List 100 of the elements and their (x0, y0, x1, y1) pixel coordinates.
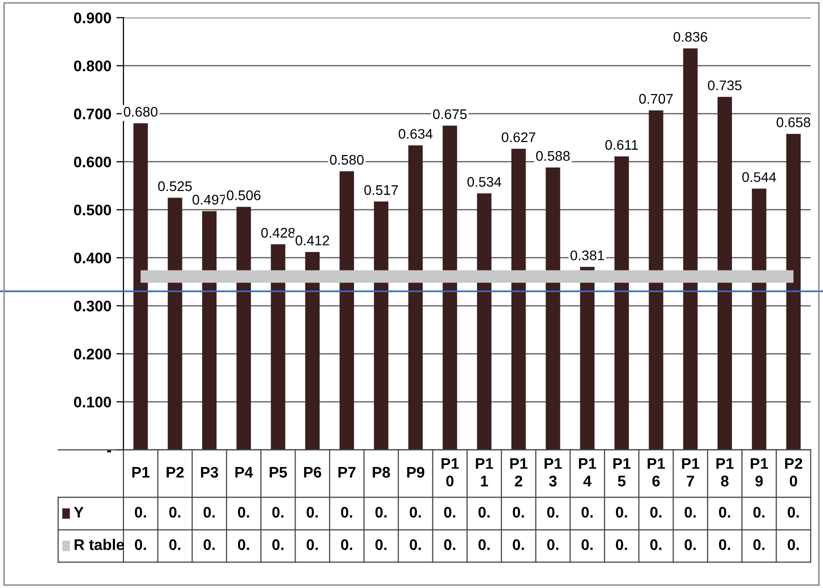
bar (442, 126, 458, 450)
data-label: 0.707 (639, 94, 673, 104)
x-tick-label: P4 (235, 467, 253, 478)
data-label: 0.588 (536, 151, 570, 161)
text: 0. (650, 539, 662, 550)
x-tick-label: P14 (578, 458, 596, 486)
text: 0. (650, 506, 662, 518)
bar (202, 211, 217, 450)
text: 0. (582, 539, 593, 550)
x-tick-label: P6 (304, 466, 322, 478)
bar (718, 96, 732, 450)
bar (477, 193, 492, 450)
text: 0. (547, 506, 558, 518)
text: 0. (410, 506, 421, 518)
text: 0. (306, 539, 318, 550)
x-tick-label: P1 (132, 467, 150, 478)
data-label: 0.412 (296, 236, 330, 246)
x-tick-label: P16 (648, 458, 665, 486)
data-label: 0.506 (226, 190, 260, 200)
data-label: 0.634 (398, 128, 432, 139)
data-label: 0.735 (708, 80, 742, 90)
text: 0. (272, 506, 284, 518)
text: 0. (444, 539, 456, 550)
data-label: 0.534 (467, 176, 502, 187)
data-label: 0.517 (364, 185, 398, 195)
bar (580, 266, 595, 450)
bar (511, 148, 526, 450)
data-label: 0.580 (330, 154, 364, 165)
y-tick-label: 0.100 (74, 396, 112, 408)
text: 0. (375, 539, 386, 550)
y-tick-label: 0.800 (74, 60, 112, 72)
text: 0. (272, 539, 284, 550)
text: 0. (341, 539, 352, 550)
x-tick-label: P7 (338, 467, 356, 478)
x-tick-label: P11 (476, 458, 494, 486)
bar (786, 134, 801, 450)
text: 0. (478, 506, 490, 518)
data-label: 0.525 (158, 181, 192, 192)
x-tick-label: P9 (407, 466, 424, 478)
data-label: 0.544 (742, 172, 776, 182)
text: 0. (238, 506, 250, 518)
bar (236, 206, 251, 450)
bar (270, 244, 286, 450)
y-tick-label: 0.400 (74, 252, 112, 264)
data-label: 0.658 (776, 117, 810, 128)
x-tick-label: P20 (785, 458, 802, 486)
text: 0. (788, 539, 799, 550)
y-tick-label: 0.900 (74, 12, 112, 24)
bar (305, 252, 320, 450)
text: 0. (134, 506, 146, 518)
data-label: 0.680 (124, 106, 158, 117)
text: 0. (410, 539, 421, 550)
text: 0. (169, 506, 180, 518)
legend-label: Y (74, 507, 84, 518)
text: 0. (582, 506, 593, 518)
text: 0. (547, 539, 558, 550)
data-label: 0.627 (502, 132, 536, 142)
text: 0. (375, 506, 386, 518)
data-label: 0.675 (433, 109, 467, 120)
x-tick-label: P13 (544, 458, 562, 486)
bar (546, 167, 560, 450)
data-label: 0.836 (674, 32, 708, 42)
bar (408, 145, 423, 450)
x-tick-label: P18 (716, 458, 734, 486)
y-tick-label: 0.600 (74, 156, 112, 168)
bar (168, 198, 182, 450)
bar (614, 156, 629, 450)
text: 0. (684, 506, 696, 518)
x-tick-label: P17 (682, 458, 700, 486)
text: 0. (306, 506, 318, 518)
text: 0. (169, 539, 180, 550)
text: 0. (753, 539, 764, 550)
text: 0. (512, 506, 524, 518)
text: 0. (134, 539, 146, 550)
text: 0. (753, 506, 764, 518)
text: 0. (341, 506, 352, 518)
bar (133, 123, 148, 450)
x-tick-label: P19 (750, 458, 768, 486)
bar (374, 202, 388, 450)
data-label: 0.381 (570, 250, 604, 260)
x-tick-label: P10 (442, 458, 459, 486)
text: 0. (238, 539, 250, 550)
y-tick-label: - (107, 450, 112, 452)
x-tick-label: P3 (201, 466, 218, 478)
x-tick-label: P8 (372, 466, 390, 478)
text: 0. (718, 506, 730, 518)
y-tick-label: 0.500 (74, 204, 112, 216)
x-tick-label: P5 (270, 467, 287, 478)
y-tick-label: 0.300 (74, 300, 112, 312)
text: 0. (204, 539, 215, 550)
y-tick-label: 0.700 (74, 108, 112, 120)
x-tick-label: P15 (613, 458, 631, 486)
bar (683, 48, 698, 450)
data-label: 0.497 (192, 194, 226, 205)
bar (752, 188, 766, 450)
y-tick-label: 0.200 (74, 348, 112, 360)
text: 0. (478, 539, 490, 550)
bar (648, 110, 664, 450)
data-label: 0.611 (605, 140, 638, 150)
text: 0. (616, 506, 627, 518)
